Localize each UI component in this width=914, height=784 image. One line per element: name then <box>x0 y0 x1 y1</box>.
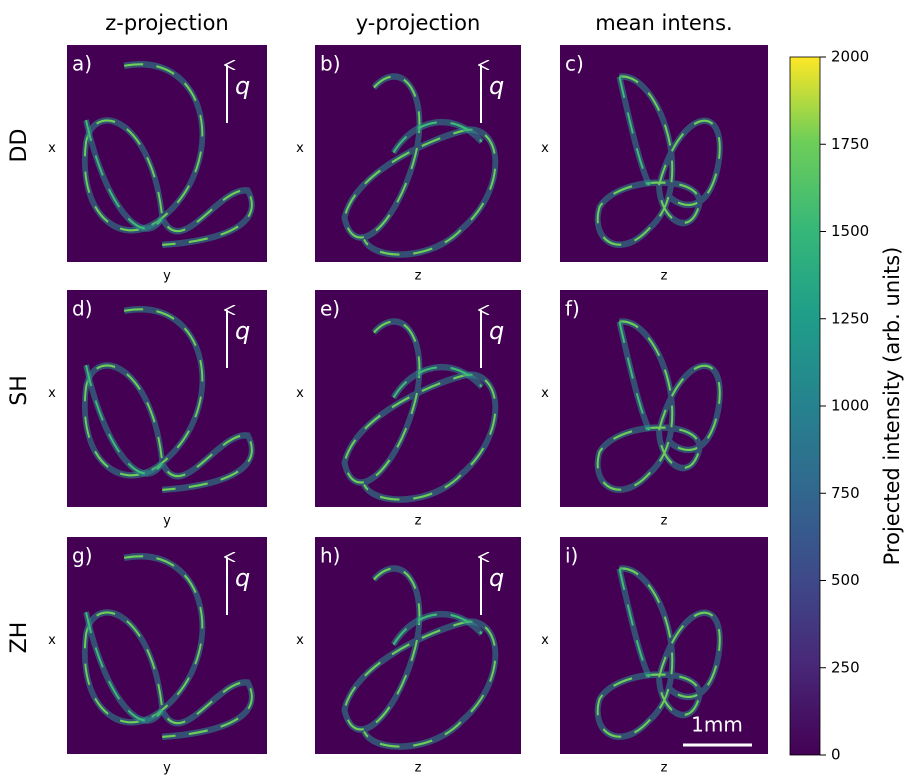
y-axis-label: x <box>296 633 304 648</box>
panel-label: d) <box>72 297 93 321</box>
intensity-trace <box>618 568 651 678</box>
projection-image <box>341 565 499 750</box>
colorbar-tick-label: 0 <box>831 746 841 764</box>
x-axis-label: y <box>163 269 171 284</box>
projection-image <box>82 306 255 494</box>
image-panel <box>560 290 768 507</box>
column-title: z-projection <box>105 11 228 35</box>
intensity-trace <box>83 119 165 232</box>
q-label: q <box>235 72 250 100</box>
y-axis-label: x <box>296 386 304 401</box>
colorbar-tick-label: 1500 <box>831 222 869 240</box>
x-axis-label: y <box>163 514 171 529</box>
colorbar-tick-label: 500 <box>831 571 860 589</box>
intensity-trace <box>83 555 253 738</box>
row-label: SH <box>7 375 32 406</box>
panel-label: c) <box>565 52 584 76</box>
q-label: q <box>235 564 250 592</box>
column-title: mean intens. <box>595 11 732 35</box>
intensity-trace <box>83 63 253 246</box>
intensity-trace <box>596 320 721 491</box>
projection-image <box>341 73 499 258</box>
colorbar-label: Projected intensity (arb. units) <box>880 247 904 566</box>
intensity-trace <box>343 567 497 748</box>
projection-image <box>82 61 255 249</box>
y-axis-label: x <box>541 386 549 401</box>
panel-label: h) <box>320 544 340 568</box>
projection-image <box>594 565 723 740</box>
colorbar-tick-label: 1000 <box>831 397 869 415</box>
x-axis-label: y <box>163 761 171 776</box>
y-axis-label: x <box>541 141 549 156</box>
panel-label: i) <box>565 544 578 568</box>
scale-bar-label: 1mm <box>691 713 743 737</box>
x-axis-label: z <box>661 761 668 776</box>
intensity-trace <box>618 76 651 186</box>
panel-label: g) <box>72 544 93 568</box>
panel-label: f) <box>565 297 580 321</box>
x-axis-label: z <box>661 269 668 284</box>
colorbar-tick-label: 1250 <box>831 309 869 327</box>
panel-label: a) <box>72 52 92 76</box>
intensity-trace <box>392 366 483 399</box>
projection-image <box>82 553 255 741</box>
y-axis-label: x <box>48 386 56 401</box>
q-label: q <box>489 564 504 592</box>
colorbar-tick-label: 250 <box>831 658 860 676</box>
y-axis-label: x <box>296 141 304 156</box>
colorbar-tick-label: 2000 <box>831 48 869 66</box>
panel-label: e) <box>320 297 340 321</box>
column-title: y-projection <box>356 11 481 35</box>
projection-image <box>341 318 499 503</box>
intensity-trace <box>392 121 483 154</box>
intensity-trace <box>83 364 165 477</box>
intensity-trace <box>618 321 651 431</box>
projection-image <box>594 73 723 248</box>
intensity-trace <box>83 308 253 491</box>
colorbar-tick-label: 1750 <box>831 135 869 153</box>
intensity-trace <box>392 613 483 646</box>
image-panel <box>560 45 768 262</box>
q-label: q <box>489 317 504 345</box>
projection-image <box>594 318 723 493</box>
colorbar-tick-label: 750 <box>831 484 860 502</box>
intensity-trace <box>83 611 165 724</box>
row-label: DD <box>7 129 32 163</box>
x-axis-label: z <box>415 761 422 776</box>
image-panel <box>560 537 768 754</box>
intensity-trace <box>343 75 497 256</box>
q-label: q <box>235 317 250 345</box>
panel-label: b) <box>320 52 341 76</box>
x-axis-label: z <box>661 514 668 529</box>
row-label: ZH <box>7 622 32 654</box>
q-label: q <box>489 72 504 100</box>
intensity-trace <box>596 75 721 246</box>
colorbar <box>789 56 821 756</box>
x-axis-label: z <box>415 514 422 529</box>
x-axis-label: z <box>415 269 422 284</box>
y-axis-label: x <box>541 633 549 648</box>
intensity-trace <box>343 320 497 501</box>
y-axis-label: x <box>48 141 56 156</box>
y-axis-label: x <box>48 633 56 648</box>
intensity-trace <box>596 567 721 738</box>
